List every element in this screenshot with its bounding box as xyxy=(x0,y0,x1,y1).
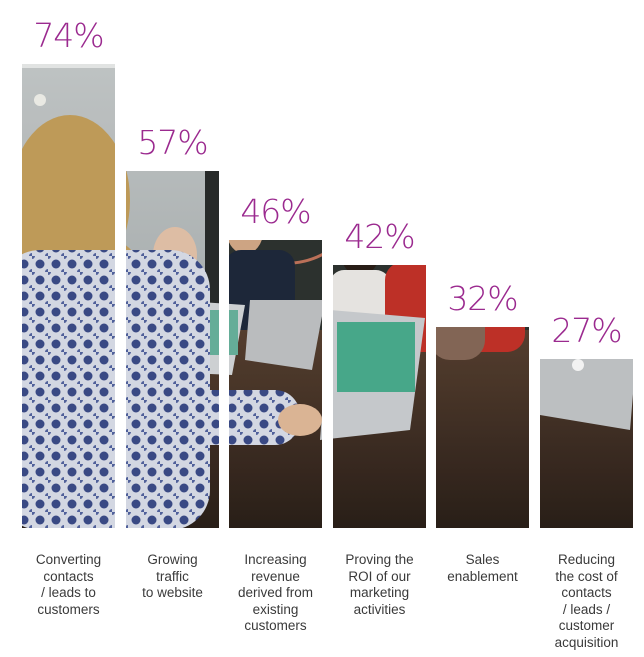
bar-6 xyxy=(540,359,633,528)
value-label-3: 46% xyxy=(240,192,311,231)
value-label-5: 32% xyxy=(447,279,518,318)
bar-4 xyxy=(333,265,426,528)
category-label-2: Growing traffic to website xyxy=(142,552,203,600)
bar-3 xyxy=(229,240,322,528)
bar-5 xyxy=(436,327,529,528)
value-label-4: 42% xyxy=(344,217,415,256)
bar-1 xyxy=(22,64,115,528)
category-label-4: Proving the ROI of our marketing activit… xyxy=(345,552,414,617)
category-label-3: Increasing revenue derived from existing… xyxy=(237,552,314,633)
bar-2 xyxy=(126,171,219,528)
category-label-1: Converting contacts / leads to customers xyxy=(35,552,102,617)
value-label-2: 57% xyxy=(137,123,208,162)
category-label-6: Reducing the cost of contacts / leads / … xyxy=(554,552,619,650)
category-label-5: Sales enablement xyxy=(447,552,518,584)
value-label-1: 74% xyxy=(33,16,104,55)
value-label-6: 27% xyxy=(551,311,622,350)
